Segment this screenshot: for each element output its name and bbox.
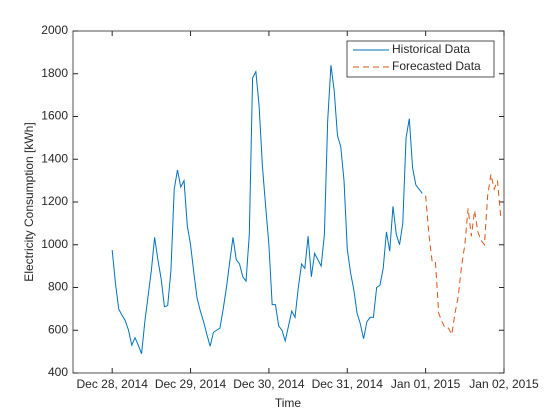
y-tick-label: 1800 — [41, 66, 68, 80]
y-tick-label: 2000 — [41, 23, 68, 37]
series-line — [111, 65, 423, 354]
axes-box — [72, 30, 505, 374]
x-tick-label: Dec 29, 2014 — [155, 377, 227, 391]
legend-label: Forecasted Data — [392, 59, 481, 73]
plot-area — [73, 31, 504, 373]
y-tick-label: 1400 — [41, 151, 68, 165]
y-axis-label: Electricity Consumption [kWh] — [22, 122, 36, 281]
x-axis-label: Time — [275, 396, 302, 410]
legend-box — [346, 40, 495, 78]
y-tick-label: 1000 — [41, 237, 68, 251]
series-line — [425, 174, 502, 337]
x-tick-label: Jan 01, 2015 — [391, 377, 461, 391]
y-tick-label: 1200 — [41, 194, 68, 208]
x-tick-label: Jan 02, 2015 — [469, 377, 539, 391]
y-tick-label: 400 — [48, 365, 68, 379]
y-tick-label: 800 — [48, 280, 68, 294]
legend-label: Historical Data — [392, 42, 470, 56]
y-tick-label: 600 — [48, 322, 68, 336]
x-tick-label: Dec 28, 2014 — [76, 377, 148, 391]
y-tick-label: 1600 — [41, 109, 68, 123]
x-tick-label: Dec 30, 2014 — [233, 377, 305, 391]
x-tick-label: Dec 31, 2014 — [312, 377, 384, 391]
